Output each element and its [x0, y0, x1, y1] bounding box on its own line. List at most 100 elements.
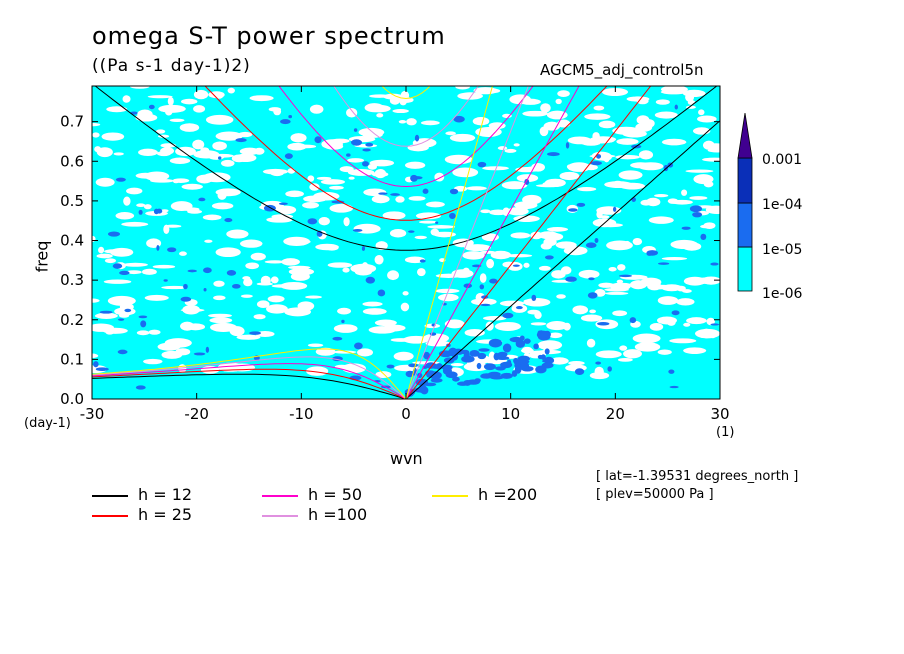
- low-power-patch: [284, 307, 312, 317]
- low-power-patch: [559, 171, 580, 181]
- power-blob: [710, 262, 719, 266]
- low-power-patch: [638, 162, 664, 171]
- low-power-patch: [316, 176, 332, 180]
- low-power-patch: [202, 214, 222, 221]
- power-blob: [138, 209, 143, 215]
- low-power-patch: [504, 148, 517, 153]
- low-power-patch: [96, 147, 113, 158]
- power-blob: [365, 142, 374, 147]
- low-power-patch: [414, 235, 427, 240]
- power-blob: [332, 336, 343, 341]
- y-tick-label: 0.4: [60, 232, 84, 250]
- low-power-patch: [92, 123, 101, 127]
- low-power-patch: [135, 172, 156, 179]
- power-blob: [585, 242, 597, 248]
- low-power-patch: [357, 348, 374, 357]
- low-power-patch: [451, 269, 474, 278]
- low-power-patch: [572, 305, 589, 315]
- low-power-patch: [172, 178, 180, 184]
- low-power-patch: [363, 188, 387, 197]
- low-power-patch: [698, 109, 705, 116]
- power-blob: [445, 371, 458, 379]
- low-power-patch: [563, 322, 571, 331]
- low-power-patch: [706, 317, 715, 326]
- low-power-patch: [321, 139, 343, 150]
- power-blob: [477, 352, 487, 360]
- low-power-patch: [568, 360, 585, 366]
- low-power-patch: [485, 321, 494, 331]
- low-power-patch: [136, 203, 146, 207]
- low-power-patch: [604, 291, 629, 295]
- power-blob: [156, 244, 160, 251]
- low-power-patch: [420, 120, 440, 126]
- low-power-patch: [502, 113, 512, 119]
- legend-swatch: [92, 495, 128, 497]
- power-blob: [156, 208, 163, 214]
- low-power-patch: [661, 138, 687, 146]
- low-power-patch: [266, 216, 293, 223]
- low-power-patch: [399, 99, 407, 106]
- low-power-patch: [92, 132, 100, 138]
- rossby-wave-curve: [92, 363, 407, 399]
- low-power-patch: [193, 105, 206, 113]
- low-power-patch: [118, 313, 130, 318]
- low-power-patch: [655, 99, 670, 105]
- low-power-patch: [540, 103, 551, 113]
- power-blob: [112, 263, 123, 269]
- low-power-patch: [227, 87, 235, 94]
- colorbar-label: 1e-06: [762, 286, 802, 302]
- low-power-patch: [546, 110, 568, 120]
- low-power-patch: [155, 129, 166, 134]
- low-power-patch: [589, 371, 610, 380]
- power-blob: [669, 385, 679, 389]
- low-power-patch: [382, 324, 406, 332]
- low-power-patch: [617, 264, 626, 271]
- low-power-patch: [307, 175, 315, 182]
- power-blob: [619, 274, 632, 278]
- low-power-patch: [107, 295, 136, 306]
- power-blob: [500, 356, 510, 360]
- low-power-patch: [685, 169, 714, 173]
- low-power-patch: [376, 113, 384, 118]
- power-blob: [314, 136, 322, 144]
- low-power-patch: [689, 196, 708, 200]
- low-power-patch: [273, 107, 282, 116]
- low-power-patch: [537, 340, 563, 351]
- power-blob: [138, 315, 148, 319]
- low-power-patch: [595, 350, 622, 359]
- power-blob: [596, 154, 602, 159]
- rossby-wave-curve: [92, 373, 407, 399]
- low-power-patch: [371, 194, 390, 204]
- low-power-patch: [604, 288, 630, 292]
- power-blob: [187, 269, 197, 273]
- power-blob: [539, 365, 552, 369]
- low-power-patch: [412, 138, 437, 148]
- low-power-patch: [444, 154, 473, 165]
- low-power-patch: [647, 282, 662, 291]
- low-power-patch: [557, 119, 571, 128]
- low-power-patch: [550, 357, 569, 365]
- low-power-patch: [450, 363, 464, 367]
- low-power-patch: [617, 357, 633, 362]
- low-power-patch: [208, 313, 232, 318]
- power-blob: [193, 352, 206, 356]
- low-power-patch: [239, 239, 263, 248]
- low-power-patch: [544, 178, 566, 187]
- power-blob: [278, 202, 288, 205]
- power-blob: [671, 310, 680, 316]
- power-blob: [646, 251, 653, 256]
- chart-units: ((Pa s-1 day-1)2): [92, 56, 251, 76]
- low-power-patch: [157, 342, 181, 351]
- power-blob: [544, 356, 554, 363]
- low-power-patch: [505, 253, 533, 258]
- power-blob: [226, 269, 237, 276]
- low-power-patch: [126, 187, 143, 195]
- power-blob: [565, 276, 577, 282]
- power-blob: [390, 193, 400, 196]
- low-power-patch: [106, 106, 128, 113]
- low-power-patch: [540, 242, 552, 250]
- power-blob: [533, 345, 539, 350]
- low-power-patch: [180, 98, 198, 105]
- power-blob: [163, 279, 168, 282]
- low-power-patch: [362, 308, 387, 315]
